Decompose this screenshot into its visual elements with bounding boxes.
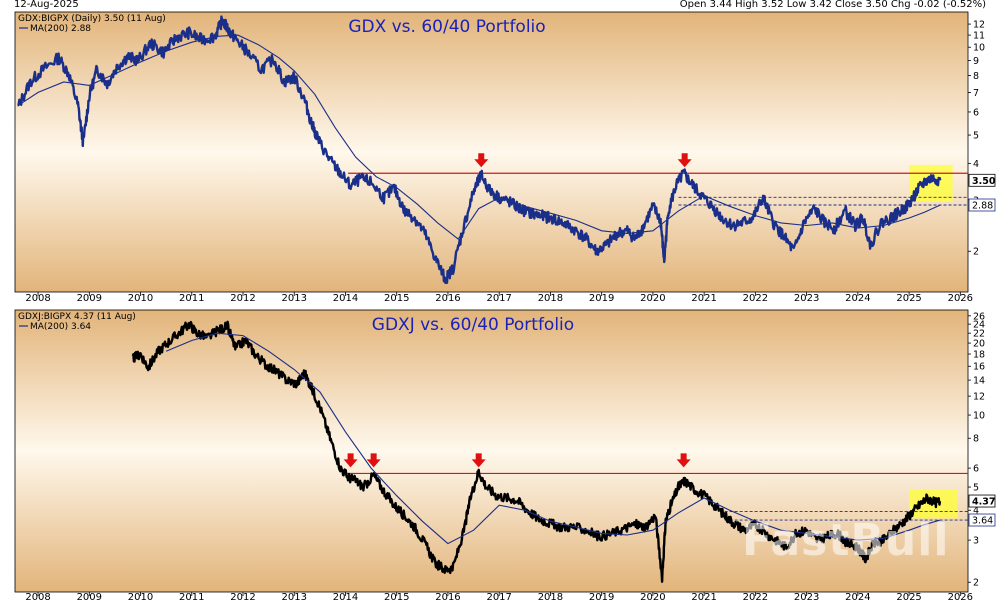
gdx-arrow-marker — [474, 153, 489, 168]
gdx-chart-title: GDX vs. 60/40 Portfolio — [348, 17, 545, 37]
gdx-panel: 2008 2009 2010 2011 2012 2013 2014 2015 2016 2017… — [14, 11, 996, 304]
header-ohlc: Open 3.44 High 3.52 Low 3.42 Close 3.50 … — [680, 0, 986, 10]
gdxj-x-tick-label: 2026 — [948, 592, 973, 603]
gdx-x-tick-label: 2021 — [691, 293, 716, 304]
gdx-x-tick-label: 2026 — [948, 293, 973, 304]
gdxj-ma-value-box — [968, 513, 996, 527]
gdxj-y-tick-label: 24 — [973, 320, 985, 331]
gdxj-arrow-marker — [366, 453, 381, 468]
gdxj-x-tick-label: 2014 — [333, 592, 358, 603]
gdxj-x-tick-label: 2018 — [538, 592, 563, 603]
gdxj-x-tick-label: 2022 — [743, 592, 768, 603]
gdxj-x-tick-label: 2024 — [845, 592, 870, 603]
gdxj-ma-value-label: 3.64 — [972, 516, 993, 527]
gdxj-y-tick-label: 2 — [973, 578, 979, 589]
gdx-x-tick-label: 2022 — [743, 293, 768, 304]
gdx-x-tick-label: 2016 — [435, 293, 460, 304]
gdx-x-tick-label: 2018 — [538, 293, 563, 304]
gdx-y-tick-label: 11 — [973, 31, 985, 42]
gdx-x-tick-label: 2023 — [794, 293, 819, 304]
gdx-x-tick-label: 2013 — [282, 293, 307, 304]
gdx-y-tick-label: 10 — [973, 43, 985, 54]
gdx-x-tick-label: 2009 — [77, 293, 102, 304]
gdxj-x-tick-label: 2012 — [230, 592, 255, 603]
gdx-y-tick-label: 12 — [973, 20, 985, 31]
gdxj-y-tick-label: 6 — [973, 464, 979, 475]
gdx-price-line — [17, 15, 942, 285]
gdxj-panel: 2008 2009 2010 2011 2012 2013 2014 2015 2016 2017… — [14, 309, 996, 603]
gdx-x-tick-label: 2008 — [25, 293, 50, 304]
gdxj-x-tick-label: 2017 — [486, 592, 511, 603]
gdxj-y-tick-label: 16 — [973, 362, 985, 373]
gdxj-symbol-label: GDXJ:BIGPX 4.37 (11 Aug) — [18, 312, 136, 322]
gdxj-y-tick-label: 10 — [973, 411, 985, 422]
gdxj-x-tick-label: 2019 — [589, 592, 614, 603]
gdx-last-value-box — [968, 173, 996, 187]
gdxj-x-tick-label: 2015 — [384, 592, 409, 603]
gdxj-plot-area — [14, 309, 969, 593]
gdxj-last-value-box — [968, 494, 996, 508]
gdxj-arrow-marker — [676, 453, 691, 468]
gdx-ma-value-box — [968, 198, 996, 212]
gdxj-arrow-marker — [343, 453, 358, 468]
gdx-ma-line — [17, 34, 941, 240]
gdxj-y-tick-label: 14 — [973, 376, 985, 387]
gdx-y-tick-label: 5 — [973, 131, 979, 142]
gdx-x-tick-label: 2017 — [486, 293, 511, 304]
gdx-arrow-marker — [677, 153, 692, 168]
gdx-x-tick-label: 2024 — [845, 293, 870, 304]
gdxj-x-tick-label: 2023 — [794, 592, 819, 603]
gdxj-x-tick-label: 2008 — [25, 592, 50, 603]
gdx-y-tick-label: 8 — [973, 71, 979, 82]
gdx-x-tick-label: 2019 — [589, 293, 614, 304]
gdx-x-tick-label: 2014 — [333, 293, 358, 304]
gdxj-x-tick-label: 2021 — [691, 592, 716, 603]
gdxj-x-tick-label: 2025 — [896, 592, 921, 603]
gdx-y-tick-label: 7 — [973, 88, 979, 99]
gdx-ma-legend-label: MA(200) 2.88 — [30, 24, 91, 34]
gdxj-x-tick-label: 2020 — [640, 592, 665, 603]
gdxj-y-tick-label: 20 — [973, 339, 985, 350]
gdxj-y-tick-label: 22 — [973, 329, 985, 340]
gdxj-ma-line — [165, 332, 941, 545]
header-date: 12-Aug-2025 — [14, 0, 79, 10]
gdx-x-tick-label: 2020 — [640, 293, 665, 304]
gdx-y-tick-label: 4 — [973, 159, 979, 170]
gdxj-price-line — [131, 320, 942, 583]
gdx-symbol-label: GDX:BIGPX (Daily) 3.50 (11 Aug) — [18, 14, 166, 24]
gdx-plot-area — [14, 11, 969, 293]
gdx-y-tick-label: 6 — [973, 107, 979, 118]
gdxj-x-tick-label: 2010 — [128, 592, 153, 603]
gdxj-x-tick-label: 2009 — [77, 592, 102, 603]
gdx-x-tick-label: 2025 — [896, 293, 921, 304]
gdxj-last-value-label: 4.37 — [972, 497, 995, 508]
watermark: FastBull — [742, 515, 949, 566]
gdxj-y-tick-label: 3 — [973, 536, 979, 547]
gdxj-y-tick-label: 8 — [973, 434, 979, 445]
gdx-x-tick-label: 2015 — [384, 293, 409, 304]
gdx-x-tick-label: 2010 — [128, 293, 153, 304]
gdxj-x-tick-label: 2011 — [179, 592, 204, 603]
gdxj-ma-legend-label: MA(200) 3.64 — [30, 322, 91, 332]
gdxj-y-tick-label: 26 — [973, 311, 985, 322]
gdxj-y-tick-label: 4 — [973, 506, 979, 517]
gdxj-x-tick-label: 2016 — [435, 592, 460, 603]
gdx-y-tick-label: 2 — [973, 247, 979, 258]
gdx-y-tick-label: 9 — [973, 56, 979, 67]
gdxj-chart-title: GDXJ vs. 60/40 Portfolio — [372, 315, 574, 335]
gdx-last-value-label: 3.50 — [972, 176, 996, 187]
gdxj-x-tick-label: 2013 — [282, 592, 307, 603]
gdxj-y-tick-label: 12 — [973, 392, 985, 403]
gdx-x-tick-label: 2011 — [179, 293, 204, 304]
gdxj-y-tick-label: 18 — [973, 350, 985, 361]
gdx-x-tick-label: 2012 — [230, 293, 255, 304]
gdxj-arrow-marker — [471, 453, 486, 468]
gdxj-y-tick-label: 5 — [973, 483, 979, 494]
gdx-ma-value-label: 2.88 — [972, 201, 993, 212]
